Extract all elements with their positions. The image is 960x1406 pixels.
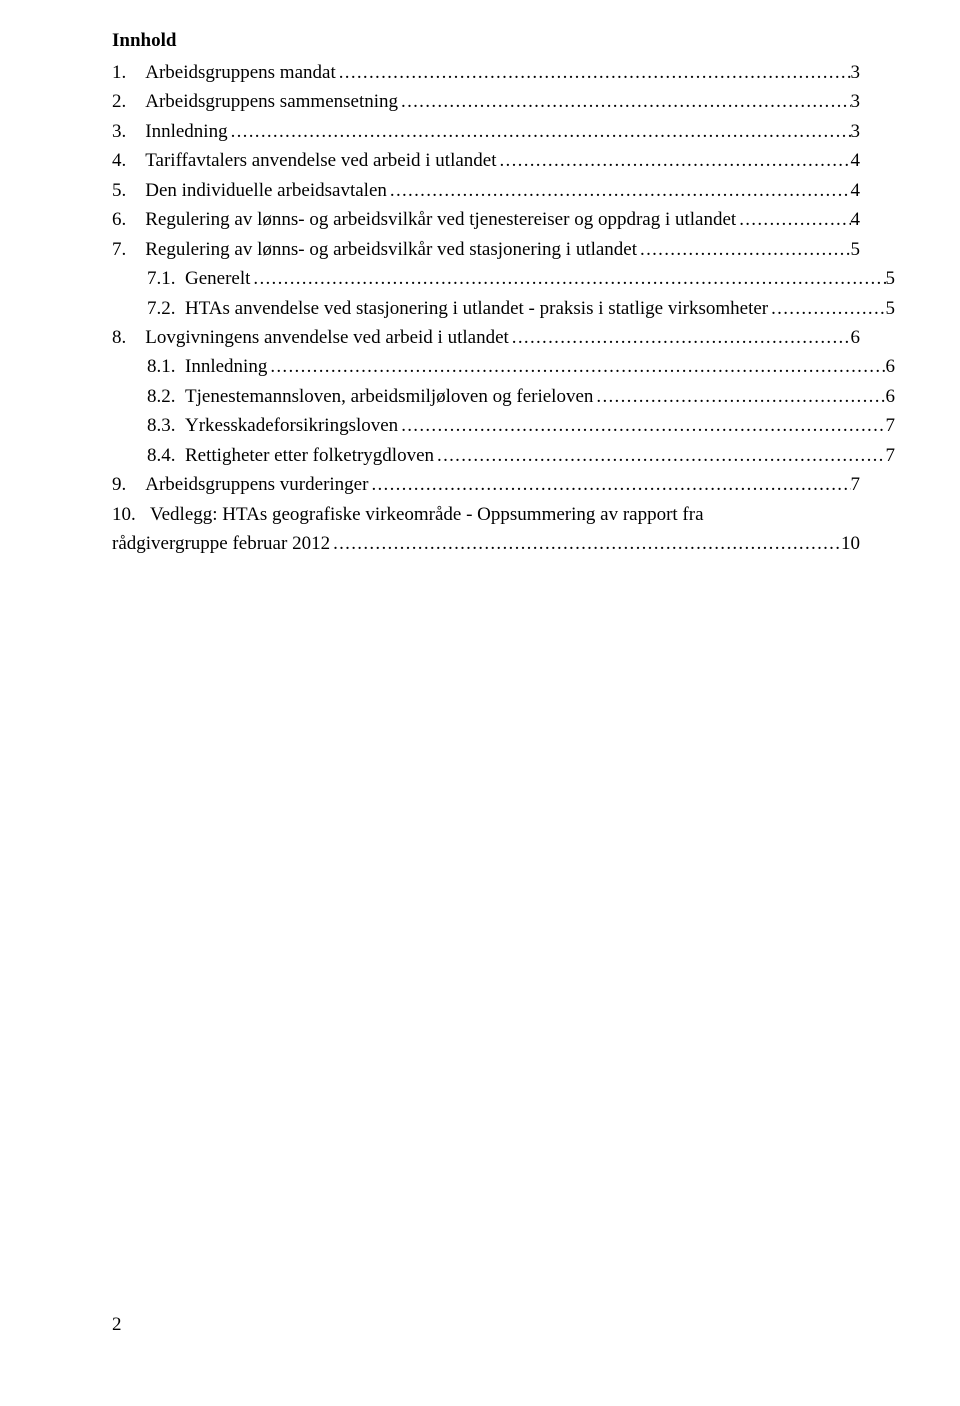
toc-label: Rettigheter etter folketrygdloven — [185, 441, 434, 470]
toc-entry: 4. Tariffavtalers anvendelse ved arbeid … — [112, 146, 860, 175]
toc-leader: ........................................… — [736, 205, 850, 234]
toc-label: rådgivergruppe februar 2012 — [112, 529, 330, 558]
toc-number: 8.1. — [147, 352, 185, 381]
toc-page: 5 — [886, 294, 896, 323]
toc-number: 3. — [112, 117, 145, 146]
toc-label: Generelt — [185, 264, 250, 293]
toc-label: Arbeidsgruppens mandat — [145, 58, 335, 87]
toc-leader: ........................................… — [509, 323, 851, 352]
toc-page: 5 — [886, 264, 896, 293]
toc-label: Regulering av lønns- og arbeidsvilkår ve… — [145, 205, 736, 234]
toc-entry: 7. Regulering av lønns- og arbeidsvilkår… — [112, 235, 860, 264]
toc-container: 1. Arbeidsgruppens mandat...............… — [112, 58, 860, 558]
toc-page: 4 — [851, 205, 861, 234]
toc-number: 8.4. — [147, 441, 185, 470]
toc-label: Innledning — [145, 117, 227, 146]
toc-page: 3 — [851, 117, 861, 146]
toc-page: 3 — [851, 58, 861, 87]
toc-page: 7 — [886, 411, 896, 440]
toc-page: 6 — [851, 323, 861, 352]
toc-label: HTAs anvendelse ved stasjonering i utlan… — [185, 294, 768, 323]
toc-entry-line1: 10. Vedlegg: HTAs geografiske virkeområd… — [112, 500, 860, 529]
toc-entry: 9. Arbeidsgruppens vurderinger..........… — [112, 470, 860, 499]
toc-page: 10 — [841, 529, 860, 558]
toc-leader: ........................................… — [250, 264, 885, 293]
toc-page: 7 — [851, 470, 861, 499]
toc-entry: 10. Vedlegg: HTAs geografiske virkeområd… — [112, 500, 860, 559]
toc-page: 7 — [886, 441, 896, 470]
page: Innhold 1. Arbeidsgruppens mandat.......… — [0, 0, 960, 1406]
toc-page: 4 — [851, 176, 861, 205]
toc-number: 8.2. — [147, 382, 185, 411]
toc-number: 7.2. — [147, 294, 185, 323]
toc-number: 8. — [112, 323, 145, 352]
toc-number: 9. — [112, 470, 145, 499]
toc-leader: ........................................… — [398, 411, 885, 440]
toc-entry: 8. Lovgivningens anvendelse ved arbeid i… — [112, 323, 860, 352]
toc-number: 8.3. — [147, 411, 185, 440]
toc-entry: 5. Den individuelle arbeidsavtalen......… — [112, 176, 860, 205]
toc-label: Arbeidsgruppens sammensetning — [145, 87, 398, 116]
toc-entry: 8.4. Rettigheter etter folketrygdloven..… — [112, 441, 895, 470]
toc-number: 7. — [112, 235, 145, 264]
toc-entry: 2. Arbeidsgruppens sammensetning........… — [112, 87, 860, 116]
toc-leader: ........................................… — [228, 117, 851, 146]
toc-number: 7.1. — [147, 264, 185, 293]
toc-label: Innledning — [185, 352, 267, 381]
toc-leader: ........................................… — [497, 146, 851, 175]
toc-entry: 7.2. HTAs anvendelse ved stasjonering i … — [112, 294, 895, 323]
toc-page: 5 — [851, 235, 861, 264]
toc-page: 3 — [851, 87, 861, 116]
toc-title: Innhold — [112, 30, 860, 52]
toc-label: Regulering av lønns- og arbeidsvilkår ve… — [145, 235, 637, 264]
toc-number: 4. — [112, 146, 145, 175]
toc-leader: ........................................… — [330, 529, 841, 558]
toc-label: Tjenestemannsloven, arbeidsmiljøloven og… — [185, 382, 593, 411]
toc-leader: ........................................… — [593, 382, 885, 411]
toc-entry: 1. Arbeidsgruppens mandat...............… — [112, 58, 860, 87]
toc-entry: 8.3. Yrkesskadeforsikringsloven.........… — [112, 411, 895, 440]
toc-page: 4 — [851, 146, 861, 175]
toc-entry: 6. Regulering av lønns- og arbeidsvilkår… — [112, 205, 860, 234]
toc-page: 6 — [886, 382, 896, 411]
toc-leader: ........................................… — [267, 352, 885, 381]
toc-number: 5. — [112, 176, 145, 205]
toc-entry: 8.2. Tjenestemannsloven, arbeidsmiljølov… — [112, 382, 895, 411]
toc-number: 6. — [112, 205, 145, 234]
toc-label: Den individuelle arbeidsavtalen — [145, 176, 387, 205]
toc-entry-line2: rådgivergruppe februar 2012.............… — [112, 529, 860, 558]
toc-leader: ........................................… — [637, 235, 850, 264]
page-number: 2 — [112, 1314, 122, 1336]
toc-page: 6 — [886, 352, 896, 381]
toc-leader: ........................................… — [336, 58, 851, 87]
toc-label: Tariffavtalers anvendelse ved arbeid i u… — [145, 146, 496, 175]
toc-number: 2. — [112, 87, 145, 116]
toc-entry: 7.1. Generelt...........................… — [112, 264, 895, 293]
toc-entry: 3. Innledning...........................… — [112, 117, 860, 146]
toc-label: Arbeidsgruppens vurderinger — [145, 470, 368, 499]
toc-number: 1. — [112, 58, 145, 87]
toc-entry: 8.1. Innledning.........................… — [112, 352, 895, 381]
toc-leader: ........................................… — [398, 87, 850, 116]
toc-leader: ........................................… — [768, 294, 885, 323]
toc-leader: ........................................… — [387, 176, 851, 205]
toc-leader: ........................................… — [434, 441, 885, 470]
toc-label: Yrkesskadeforsikringsloven — [185, 411, 398, 440]
toc-label: Lovgivningens anvendelse ved arbeid i ut… — [145, 323, 509, 352]
toc-leader: ........................................… — [368, 470, 850, 499]
